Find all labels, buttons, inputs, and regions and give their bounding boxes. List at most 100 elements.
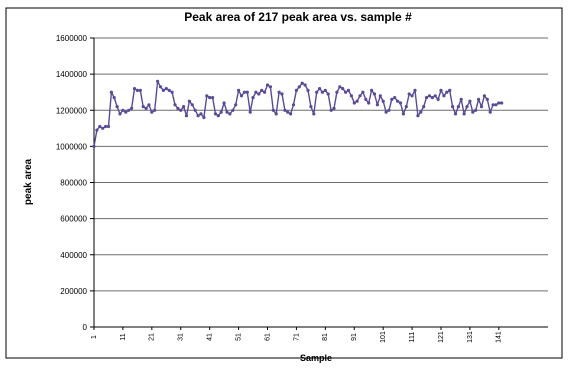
data-point — [213, 112, 218, 116]
data-point — [410, 94, 414, 98]
data-point — [92, 144, 96, 148]
data-point — [263, 90, 267, 94]
data-point — [239, 94, 244, 98]
data-point — [257, 92, 261, 96]
data-point — [442, 94, 446, 98]
data-point — [286, 110, 290, 114]
data-point — [456, 105, 460, 109]
data-point — [205, 94, 209, 98]
data-point — [390, 97, 394, 101]
data-point — [413, 88, 417, 92]
data-point — [393, 96, 397, 100]
data-point — [326, 92, 330, 96]
chart-title: Peak area of 217 peak area vs. sample # — [184, 10, 412, 24]
x-tick-label: 111 — [409, 332, 416, 343]
data-point — [494, 103, 498, 107]
data-point — [248, 110, 252, 114]
data-point — [127, 108, 131, 112]
x-axis-label: Sample — [300, 353, 332, 363]
data-point — [112, 96, 116, 100]
data-point — [208, 96, 212, 100]
data-point — [106, 124, 111, 129]
data-point — [109, 90, 113, 94]
data-point — [349, 94, 353, 98]
data-point — [265, 83, 270, 87]
data-point — [404, 105, 408, 109]
data-point — [254, 90, 258, 94]
data-point — [367, 101, 371, 105]
y-tick-label: 0 — [83, 323, 88, 332]
data-point — [182, 105, 186, 109]
data-point — [297, 85, 301, 89]
axes — [90, 37, 548, 330]
data-point — [291, 103, 296, 107]
data-point — [436, 97, 440, 101]
data-point — [170, 90, 174, 94]
data-point — [346, 88, 351, 92]
data-point — [251, 96, 255, 100]
y-tick-labels: 0 200000 400000 600000 800000 1000000 1200000 1… — [56, 34, 88, 332]
data-point — [306, 88, 310, 92]
data-point — [193, 108, 197, 112]
data-point — [274, 112, 278, 116]
x-tick-label: 51 — [235, 333, 242, 341]
data-point — [260, 88, 264, 92]
data-point — [479, 105, 484, 109]
x-tick-label: 11 — [120, 333, 127, 340]
data-point — [387, 108, 391, 112]
data-point — [202, 115, 206, 120]
data-point — [222, 101, 226, 105]
x-tick-label: 41 — [207, 333, 214, 341]
data-point — [277, 90, 281, 94]
data-point — [132, 87, 137, 91]
data-point — [309, 105, 313, 109]
data-point — [396, 99, 400, 103]
data-point — [332, 106, 336, 110]
data-point — [430, 96, 434, 100]
data-point — [141, 105, 145, 109]
data-point — [118, 112, 122, 116]
data-point — [130, 106, 134, 110]
data-point — [462, 112, 466, 116]
data-point — [216, 114, 220, 118]
data-point — [164, 87, 168, 91]
data-point — [158, 85, 163, 89]
data-point — [451, 105, 455, 109]
data-point — [315, 90, 319, 94]
x-tick-label: 61 — [264, 333, 271, 341]
data-point — [104, 124, 108, 129]
data-point — [485, 97, 489, 101]
data-point — [448, 88, 452, 92]
data-point — [156, 79, 160, 83]
data-point — [245, 90, 249, 94]
data-point — [323, 88, 327, 92]
data-point — [422, 105, 426, 109]
x-tick-label: 131 — [467, 331, 474, 343]
data-point — [482, 94, 486, 98]
x-tick-label: 81 — [322, 333, 329, 341]
data-point — [124, 110, 128, 114]
data-point — [135, 88, 139, 92]
y-tick-label: 1400000 — [56, 70, 88, 79]
data-point — [378, 94, 382, 98]
data-point — [268, 85, 272, 89]
y-axis-label: peak area — [23, 158, 34, 205]
data-point — [341, 87, 345, 91]
data-point — [167, 88, 171, 92]
data-point — [398, 101, 403, 105]
data-point — [439, 88, 443, 92]
data-point — [237, 88, 241, 92]
y-tick-label: 1600000 — [56, 34, 88, 43]
data-point — [138, 88, 142, 92]
data-point — [375, 103, 379, 107]
y-tick-label: 1000000 — [56, 142, 88, 151]
data-point — [147, 103, 151, 107]
y-tick-label: 400000 — [60, 251, 87, 260]
data-point — [474, 108, 478, 112]
data-point — [176, 106, 180, 110]
data-point — [289, 112, 293, 116]
data-point — [329, 108, 333, 112]
data-point — [300, 81, 304, 85]
data-point — [271, 108, 275, 112]
